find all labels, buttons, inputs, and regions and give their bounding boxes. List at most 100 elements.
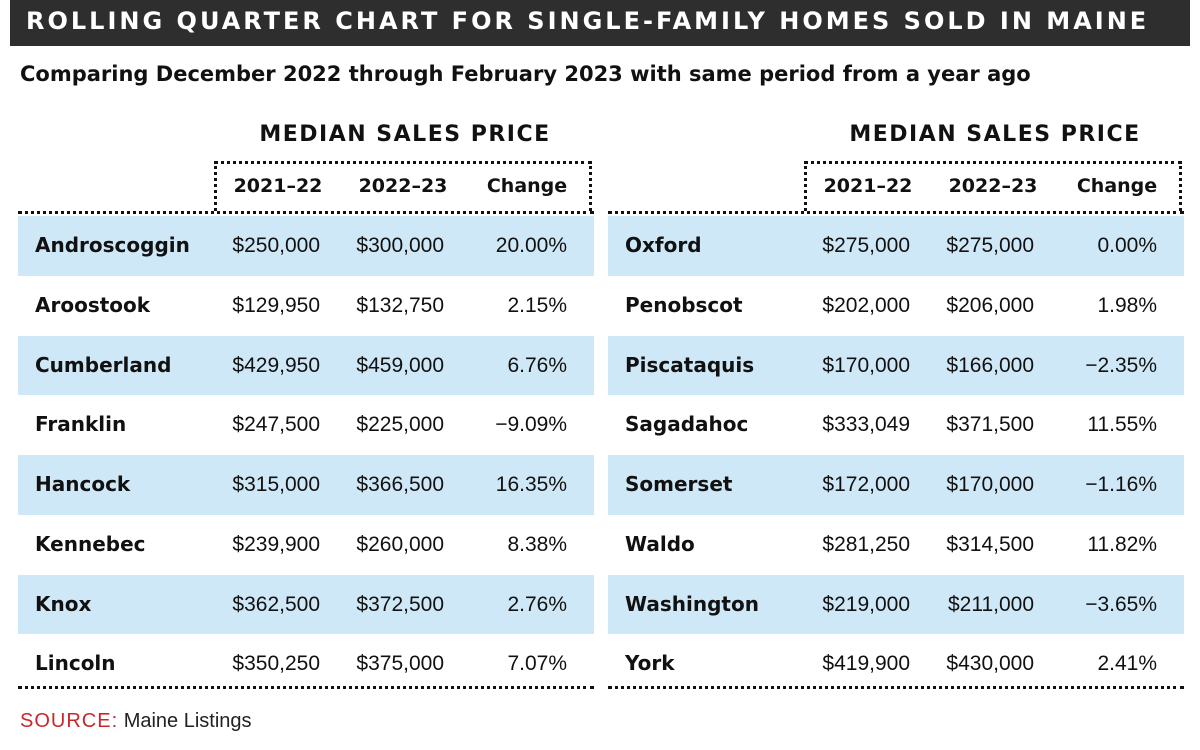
price-2021-22: $172,000	[822, 473, 910, 496]
header-divider	[608, 211, 1184, 214]
county-name: Androscoggin	[35, 233, 190, 257]
table-row: Sagadahoc $333,049 $371,500 11.55%	[608, 395, 1184, 455]
chart-title: ROLLING QUARTER CHART FOR SINGLE-FAMILY …	[26, 7, 1150, 35]
county-name: Waldo	[625, 531, 695, 556]
price-2022-23: $430,000	[946, 652, 1034, 676]
price-change: 1.98%	[1097, 293, 1157, 317]
price-2021-22: $419,900	[822, 652, 910, 676]
price-change: 11.82%	[1087, 532, 1157, 556]
price-2022-23: $225,000	[356, 413, 444, 437]
table-row: Cumberland $429,950 $459,000 6.76%	[18, 335, 594, 396]
price-2021-22: $250,000	[232, 234, 320, 257]
table-row: York $419,900 $430,000 2.41%	[608, 634, 1184, 694]
price-2021-22: $275,000	[822, 234, 910, 257]
county-name: Cumberland	[35, 352, 172, 377]
price-change: 6.76%	[507, 353, 567, 377]
header-bracket	[214, 161, 592, 211]
price-2021-22: $362,500	[232, 592, 320, 616]
price-2021-22: $350,250	[232, 652, 320, 676]
price-change: 20.00%	[495, 234, 567, 257]
price-2022-23: $366,500	[356, 473, 444, 496]
county-name: Oxford	[625, 233, 702, 257]
source-note: SOURCE: Maine Listings	[20, 710, 252, 733]
price-change: −9.09%	[495, 413, 567, 437]
price-2022-23: $372,500	[356, 592, 444, 616]
price-2021-22: $202,000	[822, 293, 910, 317]
table-row: Lincoln $350,250 $375,000 7.07%	[18, 634, 594, 694]
chart-subtitle: Comparing December 2022 through February…	[20, 62, 1031, 86]
table-row: Knox $362,500 $372,500 2.76%	[18, 574, 594, 635]
title-banner: ROLLING QUARTER CHART FOR SINGLE-FAMILY …	[10, 0, 1190, 46]
county-name: Hancock	[35, 472, 131, 496]
price-2022-23: $132,750	[356, 293, 444, 317]
column-header-2021-22: 2021–22	[233, 175, 323, 197]
price-change: 8.38%	[507, 532, 567, 556]
table-row: Penobscot $202,000 $206,000 1.98%	[608, 276, 1184, 336]
price-2022-23: $170,000	[946, 473, 1034, 496]
price-2021-22: $239,900	[232, 532, 320, 556]
header-divider	[18, 211, 594, 214]
county-name: Kennebec	[35, 531, 146, 556]
price-change: 7.07%	[507, 652, 567, 676]
price-2022-23: $371,500	[946, 413, 1034, 437]
table-row: Waldo $281,250 $314,500 11.82%	[608, 515, 1184, 575]
price-change: 2.76%	[507, 592, 567, 616]
county-name: Knox	[35, 591, 92, 616]
table-row: Hancock $315,000 $366,500 16.35%	[18, 455, 594, 515]
price-2022-23: $260,000	[356, 532, 444, 556]
group-title: MEDIAN SALES PRICE	[849, 122, 1141, 147]
source-value: Maine Listings	[123, 710, 252, 732]
price-change: −3.65%	[1085, 592, 1157, 616]
county-name: Piscataquis	[625, 352, 755, 377]
price-change: 0.00%	[1097, 234, 1157, 257]
price-2021-22: $247,500	[232, 413, 320, 437]
group-title: MEDIAN SALES PRICE	[259, 122, 551, 147]
price-2022-23: $459,000	[356, 353, 444, 377]
county-name: Lincoln	[35, 651, 116, 676]
table-row: Franklin $247,500 $225,000 −9.09%	[18, 395, 594, 455]
source-label: SOURCE:	[20, 710, 119, 732]
price-2022-23: $275,000	[946, 234, 1034, 257]
footer-divider	[608, 686, 1184, 689]
column-header-change: Change	[1076, 175, 1158, 197]
column-header-2021-22: 2021–22	[823, 175, 913, 197]
county-name: Franklin	[35, 412, 127, 437]
table-row: Androscoggin $250,000 $300,000 20.00%	[18, 216, 594, 276]
price-2021-22: $170,000	[822, 353, 910, 377]
price-change: 16.35%	[495, 473, 567, 496]
right-table: MEDIAN SALES PRICE 2021–22 2022–23 Chang…	[608, 118, 1186, 689]
header-bracket	[804, 161, 1182, 211]
price-2021-22: $315,000	[232, 473, 320, 496]
price-2022-23: $206,000	[946, 293, 1034, 317]
county-name: Sagadahoc	[625, 412, 749, 437]
left-table: MEDIAN SALES PRICE 2021–22 2022–23 Chang…	[18, 118, 596, 689]
table-body: Androscoggin $250,000 $300,000 20.00% Aroost…	[18, 216, 594, 694]
table-row: Somerset $172,000 $170,000 −1.16%	[608, 455, 1184, 515]
price-2021-22: $281,250	[822, 532, 910, 556]
table-row: Kennebec $239,900 $260,000 8.38%	[18, 515, 594, 575]
table-row: Piscataquis $170,000 $166,000 −2.35%	[608, 335, 1184, 396]
footer-divider	[18, 686, 594, 689]
price-change: −2.35%	[1085, 353, 1157, 377]
column-header-change: Change	[486, 175, 568, 197]
price-change: −1.16%	[1085, 473, 1157, 496]
price-2022-23: $375,000	[356, 652, 444, 676]
price-change: 11.55%	[1087, 413, 1157, 437]
table-row: Washington $219,000 $211,000 −3.65%	[608, 574, 1184, 635]
price-2022-23: $166,000	[946, 353, 1034, 377]
price-change: 2.15%	[507, 293, 567, 317]
column-header-2022-23: 2022–23	[358, 175, 448, 197]
county-name: York	[625, 651, 675, 676]
table-body: Oxford $275,000 $275,000 0.00% Penobscot $202…	[608, 216, 1184, 694]
column-header-2022-23: 2022–23	[948, 175, 1038, 197]
table-row: Oxford $275,000 $275,000 0.00%	[608, 216, 1184, 276]
county-name: Aroostook	[35, 292, 151, 317]
price-2022-23: $314,500	[946, 532, 1034, 556]
price-change: 2.41%	[1097, 652, 1157, 676]
price-2021-22: $129,950	[232, 293, 320, 317]
price-2021-22: $219,000	[822, 592, 910, 616]
price-2021-22: $333,049	[822, 413, 910, 437]
county-name: Penobscot	[625, 292, 743, 317]
price-2022-23: $211,000	[947, 592, 1034, 616]
price-2021-22: $429,950	[232, 353, 320, 377]
